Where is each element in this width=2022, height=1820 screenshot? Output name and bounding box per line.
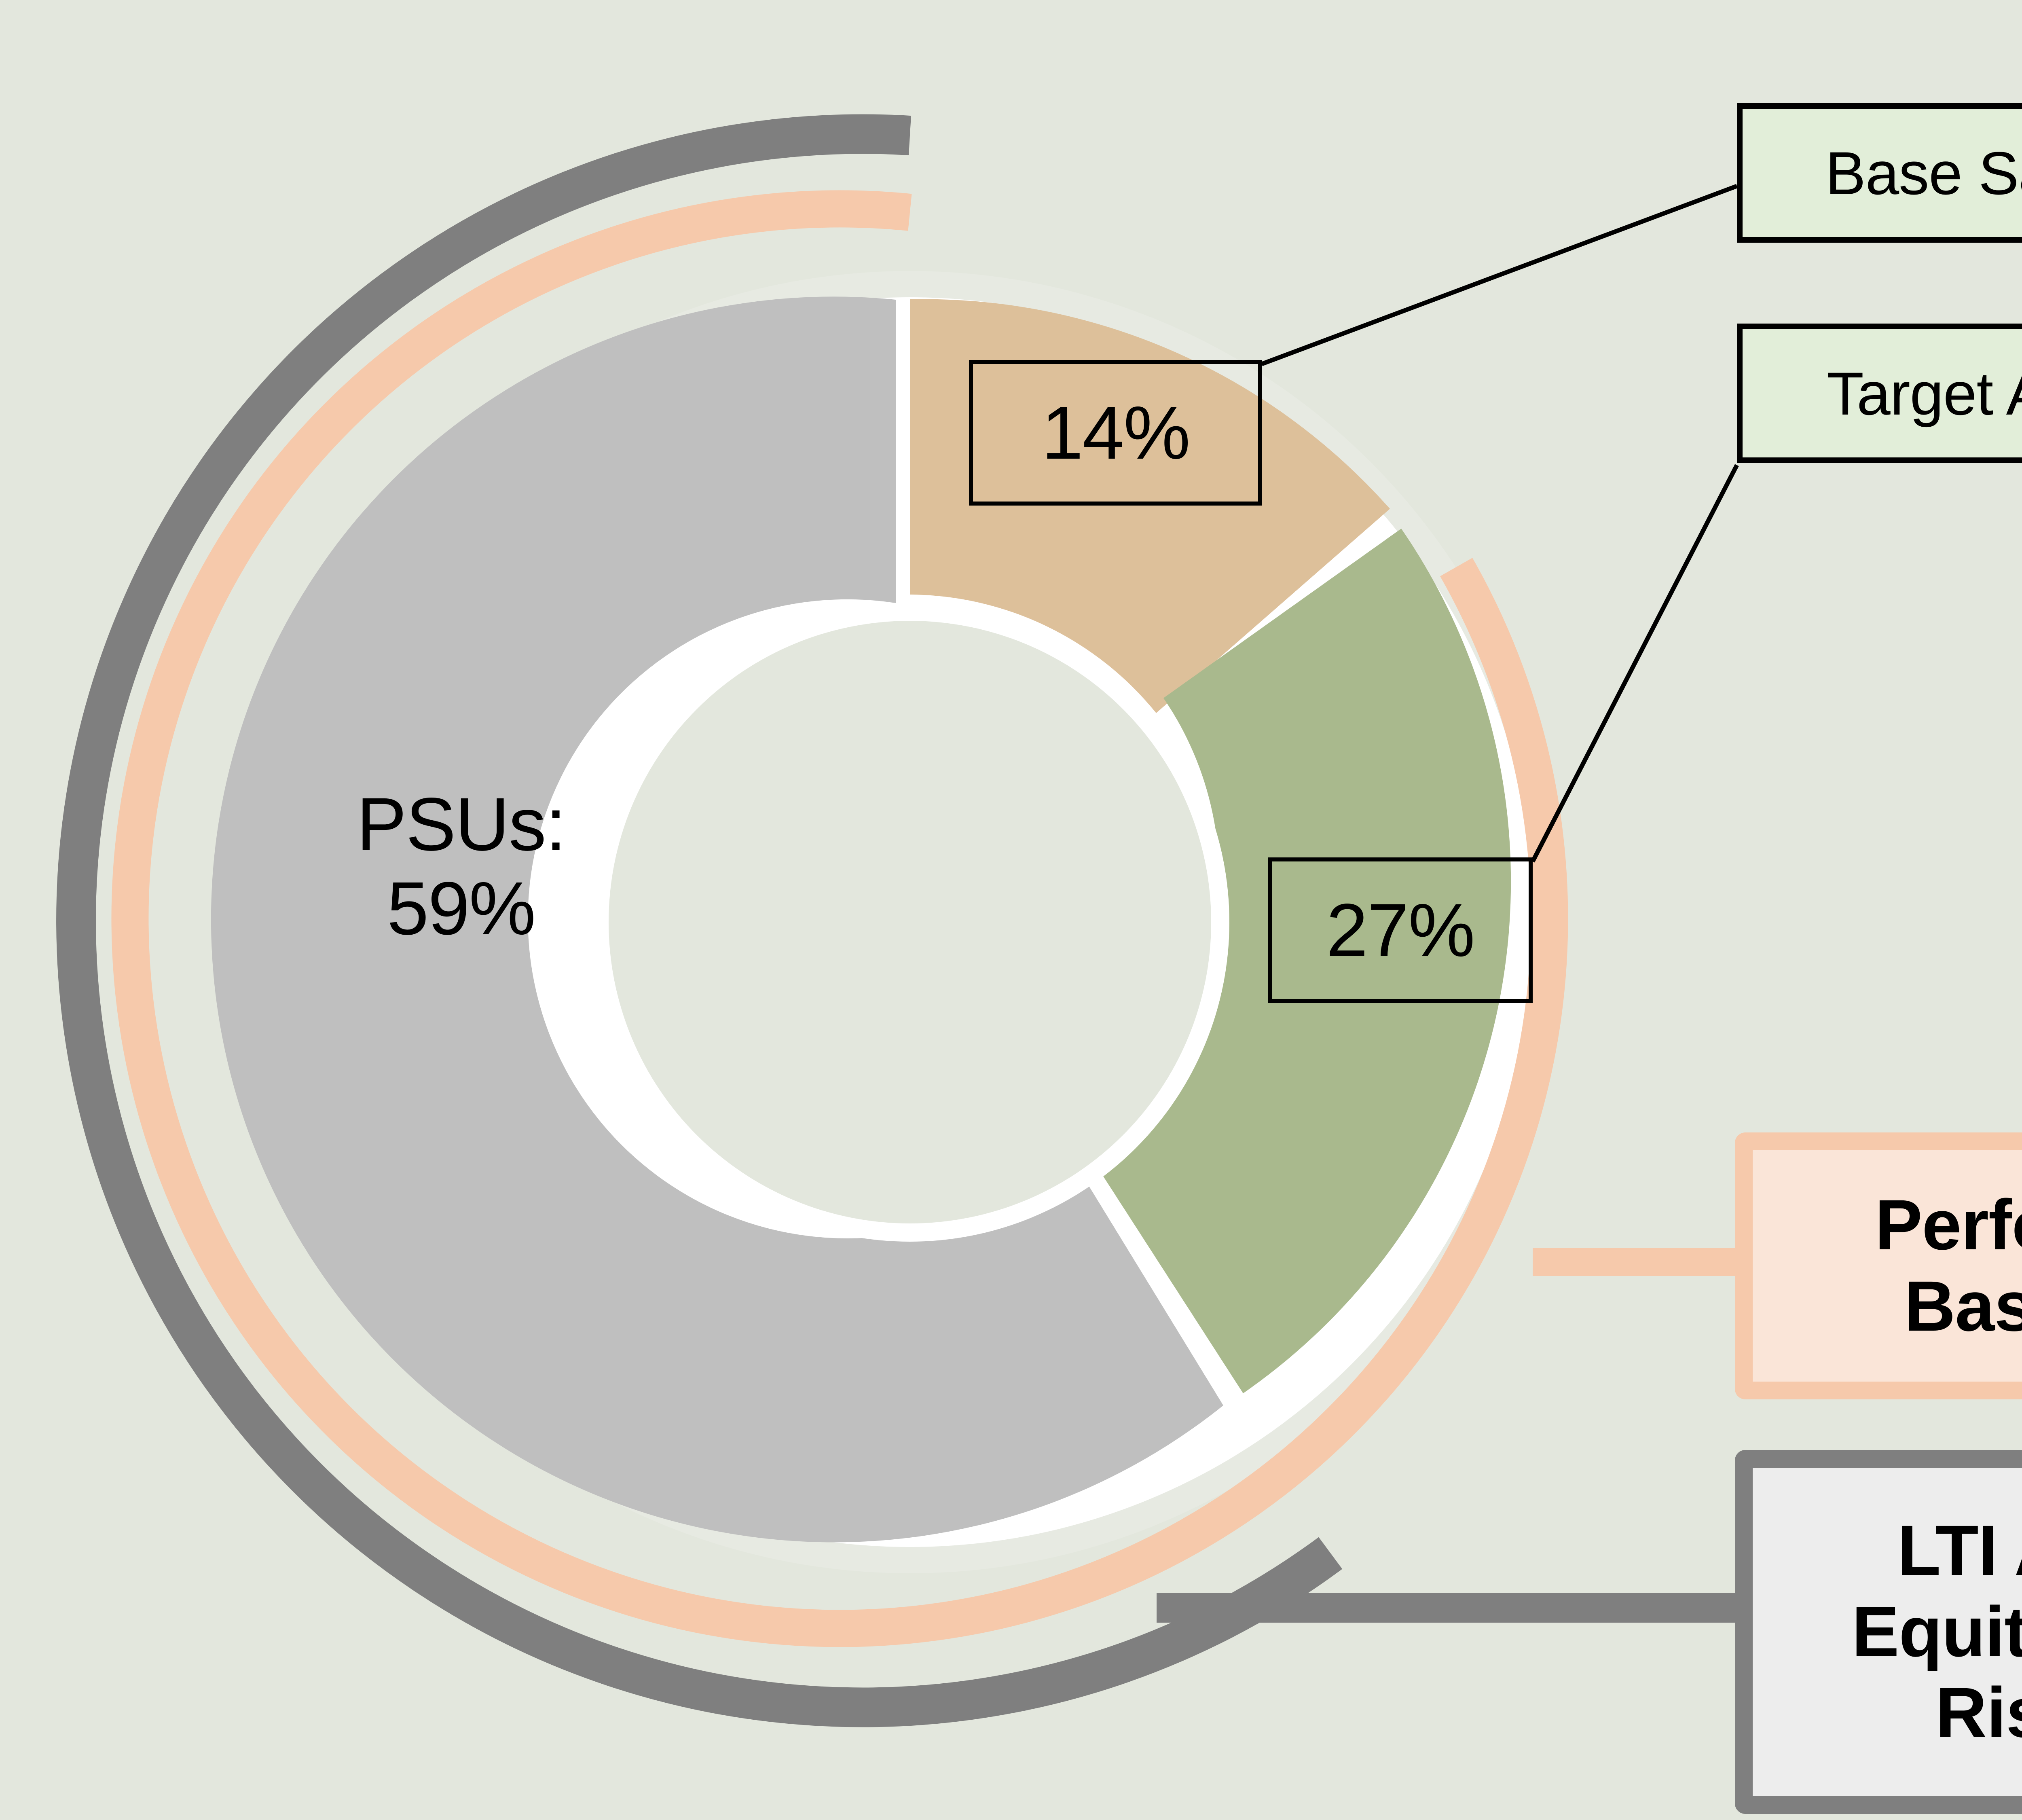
base-salary-leader-line	[1261, 184, 1738, 366]
donut-hole	[609, 621, 1211, 1223]
callout-lti-awards-label: LTI Awards / Equity Value at Risk: 59%	[1852, 1511, 2022, 1753]
callout-lti-awards[interactable]: LTI Awards / Equity Value at Risk: 59%	[1735, 1450, 2022, 1814]
callout-base-salary-benefits[interactable]: Base Salary/Benefits	[1737, 103, 2022, 243]
performance-based-arc	[111, 190, 1568, 1647]
value-box-base-salary[interactable]: 14%	[969, 360, 1262, 506]
callout-base-salary-benefits-label: Base Salary/Benefits	[1825, 139, 2022, 207]
lti-equity-arc	[56, 114, 1343, 1727]
value-box-target-bonus-label: 27%	[1326, 888, 1475, 972]
value-box-base-salary-label: 14%	[1041, 391, 1190, 475]
target-bonus-leader-line	[1531, 464, 1739, 863]
slice-target-annual-bonus[interactable]	[1081, 529, 1511, 1393]
callout-performance-based-label: Performance- Based: 86%	[1875, 1185, 2022, 1346]
value-box-target-bonus[interactable]: 27%	[1268, 857, 1533, 1003]
callout-performance-based[interactable]: Performance- Based: 86%	[1735, 1132, 2022, 1399]
callout-target-annual-bonus[interactable]: Target Annual Bonus	[1737, 324, 2022, 463]
callout-target-annual-bonus-label: Target Annual Bonus	[1827, 359, 2022, 427]
slice-label-psus: PSUs: 59%	[356, 783, 566, 951]
slice-base-salary-benefits[interactable]	[910, 299, 1390, 713]
